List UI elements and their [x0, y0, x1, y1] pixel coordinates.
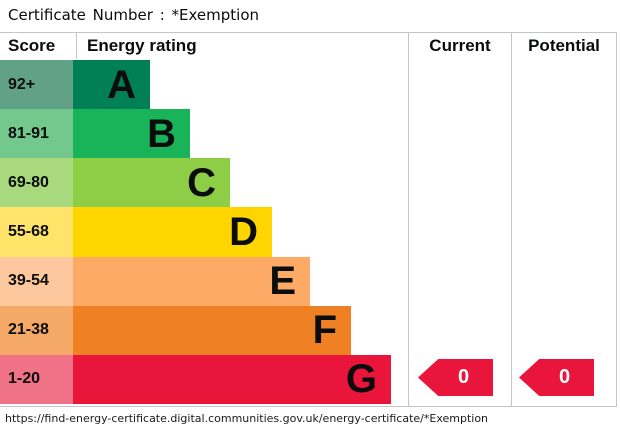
current-column-divider: [408, 33, 409, 406]
potential-column-divider: [511, 33, 512, 406]
table-right-border: [616, 33, 617, 406]
band-row-a: 92+ A: [0, 60, 408, 110]
band-score-range: 1-20: [0, 354, 73, 404]
potential-rating-marker: 0: [519, 359, 594, 396]
certificate-number-title: Certificate Number : *Exemption: [8, 6, 260, 24]
band-row-f: 21-38 F: [0, 305, 408, 355]
band-score-range: 69-80: [0, 158, 73, 208]
band-score-range: 92+: [0, 60, 73, 110]
band-row-b: 81-91 B: [0, 109, 408, 159]
band-score-range: 81-91: [0, 109, 73, 159]
current-rating-marker: 0: [418, 359, 493, 396]
band-row-c: 69-80 C: [0, 158, 408, 208]
column-header-potential: Potential: [528, 36, 600, 55]
score-column-divider: [76, 33, 77, 59]
certificate-url[interactable]: https://find-energy-certificate.digital.…: [5, 412, 489, 425]
band-row-e: 39-54 E: [0, 256, 408, 306]
column-header-score: Score: [8, 36, 56, 55]
energy-rating-bands: 92+ A 81-91 B 69-80 C 55-68 D 39-54 E 21-38 F 1-20 G: [0, 60, 408, 404]
band-bar-c: C: [73, 158, 230, 208]
band-bar-e: E: [73, 256, 310, 306]
band-bar-a: A: [73, 60, 150, 110]
band-score-range: 55-68: [0, 207, 73, 257]
table-top-border: [0, 32, 617, 33]
band-score-range: 21-38: [0, 305, 73, 355]
band-bar-d: D: [73, 207, 272, 257]
column-header-energy-rating: Energy rating: [87, 36, 197, 55]
band-bar-b: B: [73, 109, 190, 159]
table-bottom-border: [0, 406, 617, 407]
column-header-current: Current: [429, 36, 491, 55]
band-row-g: 1-20 G: [0, 354, 408, 404]
band-row-d: 55-68 D: [0, 207, 408, 257]
band-bar-g: G: [73, 354, 391, 404]
band-score-range: 39-54: [0, 256, 73, 306]
band-bar-f: F: [73, 305, 351, 355]
